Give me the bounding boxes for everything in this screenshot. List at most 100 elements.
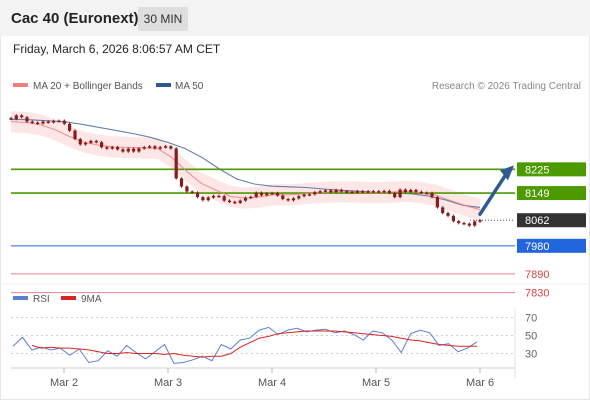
candle-body <box>126 148 130 152</box>
candle-body <box>94 140 98 143</box>
candle-body <box>137 148 141 152</box>
candle-body <box>286 199 290 201</box>
candle-body <box>307 194 312 196</box>
rsi-ma-legend-swatch <box>61 296 76 300</box>
x-tick-label-2: Mar 3 <box>154 377 182 389</box>
candle-body <box>350 191 354 194</box>
candle-body <box>185 186 189 192</box>
ma20-legend-swatch <box>13 83 28 87</box>
candle-body <box>57 120 61 123</box>
timestamp: Friday, March 6, 2026 8:06:57 AM CET <box>13 42 221 56</box>
candle-body <box>89 140 93 143</box>
candle-body <box>302 194 306 197</box>
bollinger-band-area <box>11 111 480 221</box>
rsi-tick-50: 50 <box>525 331 537 343</box>
candle-body <box>355 191 359 193</box>
candle-body <box>41 121 45 124</box>
candle-body <box>451 215 455 222</box>
candle-body <box>371 191 375 193</box>
ma50-legend-label: MA 50 <box>175 81 204 92</box>
rsi-tick-70: 70 <box>525 313 537 325</box>
rsi-gridlines: 70 50 30 <box>11 313 537 361</box>
candle-body <box>291 198 296 201</box>
candle-body <box>387 190 391 194</box>
candle-body <box>259 192 264 196</box>
candle-body <box>398 189 402 198</box>
candle-body <box>275 193 280 196</box>
candle-body <box>281 195 285 199</box>
level-tag-8062: 8062 <box>525 215 549 227</box>
candle-body <box>217 195 221 198</box>
candle-body <box>414 189 418 192</box>
candle-body <box>190 191 194 193</box>
candle-body <box>132 148 136 152</box>
candle-body <box>14 115 18 120</box>
instrument-title: Cac 40 (Euronext) <box>11 10 139 27</box>
candle-body <box>84 142 88 145</box>
header-bar <box>0 0 590 36</box>
candle-body <box>254 192 258 197</box>
candle-body <box>419 191 423 194</box>
candle-body <box>179 178 184 187</box>
candle-body <box>467 223 471 226</box>
candle-body <box>478 220 482 222</box>
candle-body <box>206 197 210 201</box>
candle-body <box>227 200 232 203</box>
ma50-legend-swatch <box>156 83 171 87</box>
level-tag-box-8149 <box>517 186 586 201</box>
candle-body <box>457 221 461 224</box>
candle-body <box>270 193 274 195</box>
level-tag-8149: 8149 <box>525 188 549 200</box>
rsi-ma-series-line <box>31 330 477 358</box>
candle-body <box>329 190 333 193</box>
x-tick-label-5: Mar 6 <box>466 377 494 389</box>
candle-body <box>297 196 301 199</box>
candle-body <box>110 147 114 149</box>
candle-body <box>9 118 13 120</box>
rsi-lines <box>12 326 478 364</box>
candle-body <box>36 122 40 124</box>
x-tick-label-1: Mar 2 <box>50 377 78 389</box>
candle-body <box>20 115 24 118</box>
bollinger-band <box>11 111 480 221</box>
candle-body <box>441 207 445 213</box>
copyright-label: Research © 2026 Trading Central <box>432 81 581 92</box>
candle-body <box>361 191 365 193</box>
candle-body <box>446 213 450 216</box>
candle-body <box>233 201 237 204</box>
candle-body <box>318 191 322 193</box>
period-selector-button[interactable]: 30 MIN <box>138 7 188 31</box>
candle-body <box>52 121 56 123</box>
candle-body <box>100 142 104 148</box>
candle-body <box>243 197 248 201</box>
candle-body <box>46 121 50 124</box>
candle-body <box>265 193 269 196</box>
price-candles <box>9 114 482 227</box>
candle-body <box>435 197 439 208</box>
rsi-ma-legend-label: 9MA <box>81 294 102 305</box>
candle-body <box>462 223 466 225</box>
candle-body <box>153 146 157 149</box>
candle-body <box>323 190 327 192</box>
candle-body <box>238 200 242 203</box>
candle-body <box>121 149 125 152</box>
candle-body <box>116 147 120 150</box>
level-tag-7980: 7980 <box>525 241 549 253</box>
candle-body <box>164 146 168 148</box>
candle-body <box>366 191 370 193</box>
candle-body <box>105 147 109 149</box>
candle-body <box>195 192 200 198</box>
candle-body <box>313 192 317 195</box>
price-level-tags: 8225 8149 8062 7980 7890 7830 <box>517 162 586 300</box>
x-tick-label-4: Mar 5 <box>362 377 390 389</box>
candle-body <box>158 147 162 149</box>
candle-body <box>409 189 413 193</box>
candle-body <box>68 123 72 131</box>
candle-body <box>142 147 146 149</box>
candle-body <box>222 196 226 201</box>
candle-body <box>345 191 349 193</box>
level-tag-box-8225 <box>517 162 586 177</box>
trend-arrow-shaft <box>478 172 508 216</box>
candle-body <box>78 139 82 145</box>
candle-body <box>403 189 407 193</box>
